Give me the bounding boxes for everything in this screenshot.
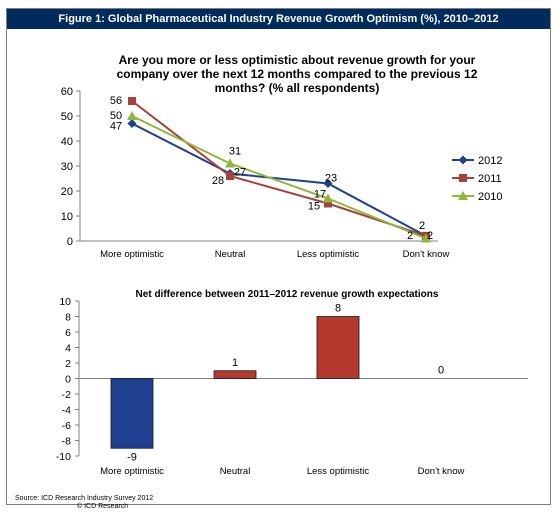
x-tick-label: Neutral bbox=[215, 249, 246, 260]
bar-y-tick-label: 2 bbox=[65, 358, 71, 370]
line-chart-title-line: company over the next 12 months compared… bbox=[116, 67, 478, 81]
data-point-marker bbox=[226, 172, 234, 180]
y-tick-label: 60 bbox=[61, 86, 73, 98]
data-point-marker bbox=[458, 155, 468, 165]
data-point-marker bbox=[323, 193, 333, 203]
data-point-marker bbox=[421, 233, 431, 243]
copyright-text: © ICD Research bbox=[77, 503, 129, 510]
bar-x-tick-label: Less optimistic bbox=[307, 466, 370, 477]
x-tick-label: Less optimistic bbox=[297, 249, 360, 260]
y-tick-label: 20 bbox=[61, 186, 73, 198]
x-tick-label: Don't know bbox=[403, 249, 450, 260]
data-point-marker bbox=[458, 191, 468, 200]
data-point-marker bbox=[127, 119, 137, 128]
data-label: 56 bbox=[110, 95, 122, 107]
legend-label: 2010 bbox=[478, 191, 502, 203]
bar-y-tick-label: -8 bbox=[62, 436, 71, 448]
data-label: 2 bbox=[419, 220, 425, 232]
bar-data-label: 1 bbox=[232, 357, 238, 369]
bar-y-tick-label: -4 bbox=[62, 405, 71, 417]
data-label: 15 bbox=[308, 201, 320, 213]
line-chart-title-line: months? (% all respondents) bbox=[214, 81, 380, 95]
series-line-2012 bbox=[131, 122, 427, 237]
bar-data-label: -9 bbox=[127, 451, 137, 463]
bar bbox=[213, 370, 257, 379]
bar-x-tick-label: Neutral bbox=[220, 466, 251, 477]
line-chart-title: Are you more or less optimistic about re… bbox=[97, 53, 497, 95]
legend-label: 2012 bbox=[478, 155, 502, 167]
bar-data-label: 8 bbox=[335, 303, 341, 315]
series-line-2011 bbox=[131, 100, 427, 237]
bar-y-tick-label: 6 bbox=[65, 327, 71, 339]
source-text: Source: ICD Research Industry Survey 201… bbox=[15, 495, 154, 502]
data-point-marker bbox=[324, 199, 332, 208]
bar-y-tick-label: -2 bbox=[62, 389, 71, 401]
bar bbox=[316, 316, 360, 379]
bar-y-tick-label: 4 bbox=[65, 343, 71, 355]
bar bbox=[110, 378, 154, 449]
y-tick-label: 0 bbox=[67, 236, 73, 248]
data-label: 27 bbox=[234, 167, 246, 179]
data-point-marker bbox=[128, 97, 136, 105]
bar-y-tick-label: 0 bbox=[65, 374, 71, 386]
data-point-marker bbox=[459, 174, 467, 182]
bar-y-tick-label: 10 bbox=[59, 296, 71, 308]
bar-x-tick-label: Don't know bbox=[418, 466, 465, 477]
bar-y-tick-label: 8 bbox=[65, 312, 71, 324]
source-note: Source: ICD Research Industry Survey 201… bbox=[15, 495, 153, 511]
bar-x-tick-label: More optimistic bbox=[100, 466, 164, 477]
data-point-marker bbox=[323, 179, 333, 188]
bar-y-tick-label: -10 bbox=[56, 451, 71, 463]
x-tick-label: More optimistic bbox=[100, 249, 164, 260]
figure-title: Figure 1: Global Pharmaceutical Industry… bbox=[7, 9, 550, 29]
bar-y-tick-label: -6 bbox=[62, 420, 71, 432]
data-label: 2 bbox=[427, 230, 433, 242]
data-label: 50 bbox=[110, 110, 122, 122]
data-point-marker bbox=[127, 111, 137, 120]
figure-frame: Figure 1: Global Pharmaceutical Industry… bbox=[6, 8, 551, 510]
data-point-marker bbox=[225, 158, 235, 168]
y-tick-label: 10 bbox=[61, 211, 73, 223]
bar-chart-title: Net difference between 2011–2012 revenue… bbox=[135, 289, 439, 300]
y-tick-label: 30 bbox=[61, 161, 73, 173]
data-label: 28 bbox=[212, 175, 224, 187]
series-line-2010 bbox=[131, 115, 427, 240]
data-label: 47 bbox=[110, 121, 122, 133]
data-label: 23 bbox=[325, 173, 337, 185]
legend-label: 2011 bbox=[478, 173, 502, 185]
bar-data-label: 0 bbox=[438, 365, 444, 377]
y-tick-label: 50 bbox=[61, 111, 73, 123]
y-tick-label: 40 bbox=[61, 136, 73, 148]
line-chart-title-line: Are you more or less optimistic about re… bbox=[118, 53, 476, 67]
data-label: 2 bbox=[407, 230, 413, 242]
data-label: 31 bbox=[229, 146, 241, 158]
data-label: 17 bbox=[314, 189, 326, 201]
